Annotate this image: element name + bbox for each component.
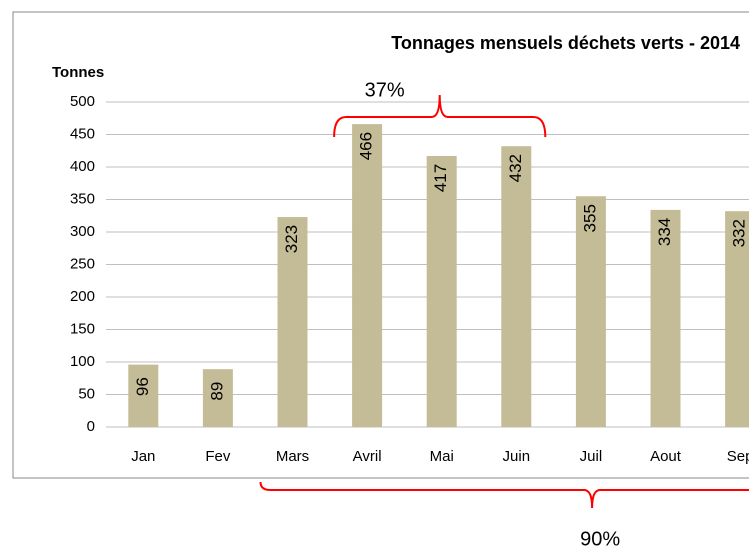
x-tick-label: Mai — [430, 448, 454, 465]
bar — [575, 196, 606, 427]
x-tick-label: Juin — [503, 448, 531, 465]
y-tick-label: 100 — [70, 353, 95, 370]
bracket — [333, 94, 547, 138]
bar — [128, 364, 159, 427]
value-label: 323 — [282, 225, 301, 253]
x-tick-label: Avril — [353, 448, 382, 465]
bar — [501, 146, 532, 427]
value-label: 466 — [357, 132, 376, 160]
y-tick-label: 200 — [70, 288, 95, 305]
value-label: 432 — [506, 154, 525, 182]
bar — [202, 369, 233, 427]
x-tick-label: Sep — [727, 448, 749, 465]
y-tick-label: 250 — [70, 255, 95, 272]
x-tick-label: Aout — [650, 448, 682, 465]
y-tick-label: 0 — [87, 418, 95, 435]
x-tick-label: Fev — [205, 448, 231, 465]
y-tick-label: 450 — [70, 125, 95, 142]
x-tick-label: Mars — [276, 448, 309, 465]
value-label: 417 — [431, 164, 450, 192]
y-tick-label: 300 — [70, 223, 95, 240]
x-tick-label: Jan — [131, 448, 155, 465]
value-label: 332 — [730, 219, 749, 247]
bar — [352, 124, 383, 427]
value-label: 355 — [580, 204, 599, 232]
annotation: 90% — [580, 528, 620, 550]
y-axis-label: Tonnes — [52, 64, 104, 81]
chart-title: Tonnages mensuels déchets verts - 2014 — [391, 33, 740, 53]
y-tick-label: 400 — [70, 158, 95, 175]
x-tick-label: Juil — [580, 448, 603, 465]
value-label: 96 — [133, 377, 152, 396]
bar — [650, 209, 681, 427]
bar — [725, 211, 749, 427]
bar — [426, 155, 457, 427]
y-tick-label: 500 — [70, 93, 95, 110]
bracket — [259, 481, 749, 509]
y-tick-label: 50 — [78, 385, 95, 402]
value-label: 89 — [207, 382, 226, 401]
annotation: 37% — [365, 79, 405, 101]
value-label: 334 — [655, 218, 674, 246]
bar — [277, 217, 308, 427]
y-tick-label: 350 — [70, 190, 95, 207]
y-tick-label: 150 — [70, 320, 95, 337]
